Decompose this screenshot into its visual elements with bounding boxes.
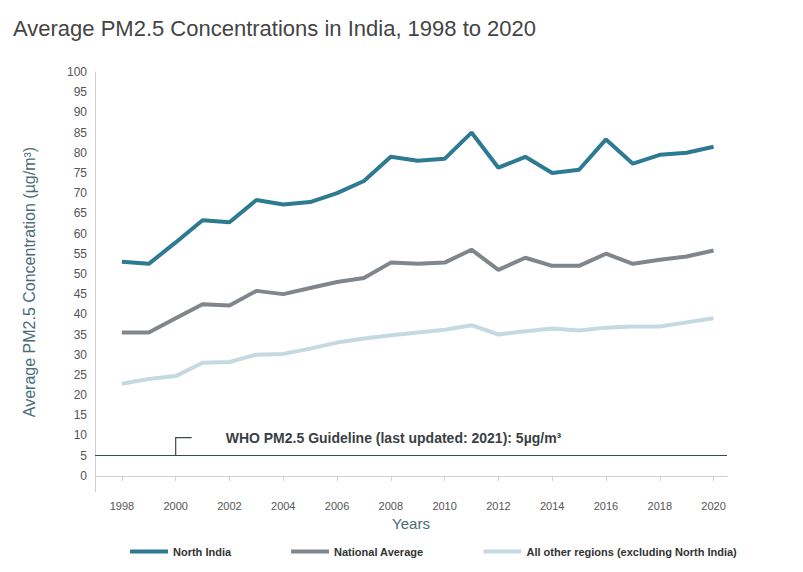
svg-text:2014: 2014 [540, 500, 564, 512]
svg-text:2020: 2020 [701, 500, 725, 512]
svg-text:90: 90 [74, 105, 88, 119]
svg-text:15: 15 [74, 408, 88, 422]
svg-text:40: 40 [74, 307, 88, 321]
svg-text:Average PM2.5 Concentration (µ: Average PM2.5 Concentration (µg/m³) [21, 147, 38, 417]
svg-text:50: 50 [74, 267, 88, 281]
svg-text:85: 85 [74, 126, 88, 140]
svg-text:2008: 2008 [379, 500, 403, 512]
svg-text:30: 30 [74, 348, 88, 362]
svg-text:WHO PM2.5 Guideline (last upda: WHO PM2.5 Guideline (last updated: 2021)… [226, 430, 562, 446]
svg-text:5: 5 [80, 449, 87, 463]
svg-text:60: 60 [74, 227, 88, 241]
svg-text:100: 100 [67, 65, 87, 79]
svg-text:20: 20 [74, 388, 88, 402]
svg-text:2002: 2002 [217, 500, 241, 512]
svg-text:All other regions (excluding N: All other regions (excluding North India… [527, 546, 738, 558]
svg-text:2018: 2018 [648, 500, 672, 512]
svg-text:Average PM2.5 Concentrations i: Average PM2.5 Concentrations in India, 1… [13, 16, 536, 41]
svg-text:25: 25 [74, 368, 88, 382]
svg-text:2004: 2004 [271, 500, 295, 512]
svg-text:Years: Years [392, 515, 430, 532]
svg-text:North India: North India [173, 546, 232, 558]
svg-text:2000: 2000 [163, 500, 187, 512]
svg-text:80: 80 [74, 146, 88, 160]
svg-text:1998: 1998 [110, 500, 134, 512]
svg-text:National Average: National Average [334, 546, 423, 558]
svg-text:0: 0 [80, 469, 87, 483]
svg-text:75: 75 [74, 166, 88, 180]
svg-text:2010: 2010 [432, 500, 456, 512]
svg-text:45: 45 [74, 287, 88, 301]
svg-text:10: 10 [74, 428, 88, 442]
svg-text:95: 95 [74, 85, 88, 99]
svg-text:70: 70 [74, 186, 88, 200]
svg-text:55: 55 [74, 247, 88, 261]
svg-text:35: 35 [74, 328, 88, 342]
svg-text:2006: 2006 [325, 500, 349, 512]
svg-text:2016: 2016 [594, 500, 618, 512]
svg-text:65: 65 [74, 206, 88, 220]
svg-text:2012: 2012 [486, 500, 510, 512]
